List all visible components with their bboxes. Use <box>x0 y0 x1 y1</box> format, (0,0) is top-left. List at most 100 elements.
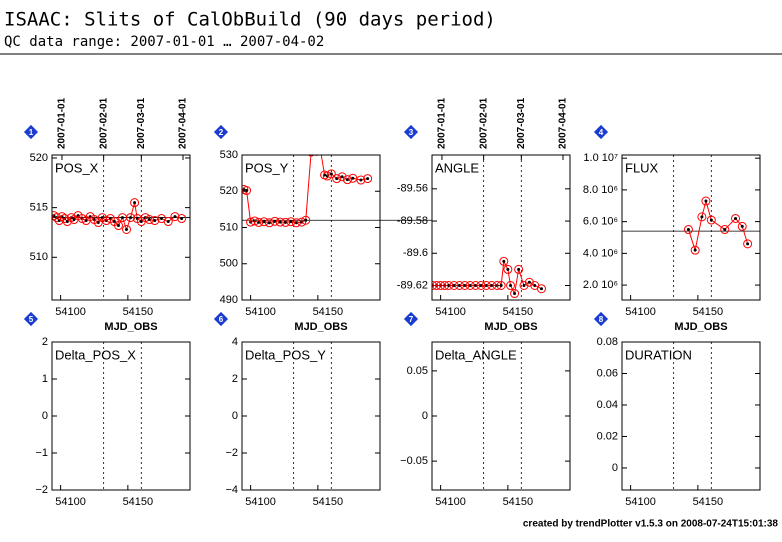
point-dot <box>686 228 690 232</box>
y-tick-label: -89.56 <box>397 183 428 195</box>
point-dot <box>517 267 521 271</box>
panel-number: 7 <box>409 315 414 324</box>
point-dot <box>700 215 704 219</box>
panel-number: 4 <box>599 128 604 137</box>
panel-badge <box>593 124 609 140</box>
point <box>697 212 707 222</box>
y-tick-label: −0.05 <box>400 455 428 467</box>
point <box>319 155 322 156</box>
point <box>264 218 274 228</box>
point <box>270 216 280 226</box>
point <box>150 216 160 226</box>
x-tick-label: 54150 <box>693 306 724 318</box>
footer: created by trendPlotter v1.5.3 on 2008-0… <box>523 519 779 530</box>
point-dot <box>180 217 184 221</box>
x2-tick-label: 2007-02-01 <box>98 97 109 149</box>
point-dot <box>463 284 467 287</box>
plot-area <box>242 149 373 228</box>
point <box>281 217 291 227</box>
x-tick-label: 54100 <box>625 496 656 508</box>
y-tick-label: −2 <box>35 484 48 496</box>
panel-frame <box>431 154 571 301</box>
point-dot <box>112 220 116 224</box>
point-dot <box>479 284 483 287</box>
panel-frame <box>621 154 761 301</box>
panel-frame <box>241 154 381 301</box>
y-tick-label: 6.0 10⁶ <box>583 216 618 228</box>
point <box>499 256 509 266</box>
y-tick-label: -89.62 <box>397 279 428 291</box>
plot-area <box>432 256 546 299</box>
point-dot <box>315 150 318 153</box>
point-dot <box>345 178 349 182</box>
point <box>113 221 123 231</box>
x-tick-label: 54100 <box>245 496 276 508</box>
point-dot <box>125 227 129 231</box>
point <box>326 169 336 179</box>
y-tick-label: 2.0 10⁶ <box>583 279 618 291</box>
x-axis-label: MJD_OBS <box>484 321 537 333</box>
point <box>307 155 315 157</box>
x2-tick-label: 2007-02-01 <box>478 97 489 149</box>
y-tick-label: 4.0 10⁶ <box>583 247 618 259</box>
y-tick-label: 1 <box>42 373 48 385</box>
point <box>337 172 347 182</box>
panel-number: 6 <box>219 315 224 324</box>
point-dot <box>267 221 271 225</box>
point <box>301 215 311 225</box>
point <box>259 217 269 227</box>
x2-tick-label: 2007-01-01 <box>437 97 448 149</box>
point-dot <box>509 284 513 287</box>
point-dot <box>147 218 151 222</box>
y-tick-label: -89.6 <box>403 247 428 259</box>
y-tick-label: 520 <box>220 185 238 197</box>
x2-tick-label: 2007-03-01 <box>516 97 527 149</box>
point-dot <box>133 201 137 205</box>
point-dot <box>502 259 506 263</box>
panel-title: Delta_POS_Y <box>245 347 326 362</box>
point <box>524 277 534 287</box>
point-dot <box>527 280 531 284</box>
point-dot <box>129 216 133 220</box>
point <box>170 212 180 222</box>
point <box>313 155 320 156</box>
y-tick-label: 0 <box>612 462 618 474</box>
point-dot <box>351 176 355 180</box>
point-dot <box>65 220 69 224</box>
point <box>706 215 716 225</box>
y-tick-label: 510 <box>220 221 238 233</box>
panel-number: 8 <box>599 315 604 324</box>
x-axis-label: MJD_OBS <box>104 321 157 333</box>
point-dot <box>319 149 322 152</box>
panel-badge <box>23 311 39 327</box>
panel-title: POS_X <box>55 160 99 175</box>
point <box>510 289 520 299</box>
y-tick-label: 0 <box>42 410 48 422</box>
point-dot <box>278 220 282 224</box>
point <box>743 239 753 249</box>
y-tick-label: 2 <box>42 336 48 348</box>
x2-tick-label: 2007-04-01 <box>178 97 189 149</box>
panel-number: 1 <box>29 128 34 137</box>
point <box>731 213 741 223</box>
x-tick-label: 54150 <box>313 496 344 508</box>
y-tick-label: 0.04 <box>597 399 618 411</box>
point-dot <box>533 284 537 287</box>
x-tick-label: 54100 <box>625 306 656 318</box>
panel-title: Delta_POS_X <box>55 347 136 362</box>
point <box>144 215 154 225</box>
y-tick-label: 490 <box>220 294 238 306</box>
point <box>363 174 373 184</box>
point <box>342 175 352 185</box>
point <box>297 217 307 227</box>
point <box>242 186 252 196</box>
panel-badge <box>403 311 419 327</box>
point-dot <box>294 221 298 225</box>
point <box>77 214 87 224</box>
title: ISAAC: Slits of CalObBuild (90 days peri… <box>4 9 496 31</box>
point <box>536 284 546 294</box>
point-dot <box>304 218 308 222</box>
point <box>519 281 529 290</box>
x2-tick-label: 2007-01-01 <box>57 97 68 149</box>
x-tick-label: 54100 <box>435 496 466 508</box>
